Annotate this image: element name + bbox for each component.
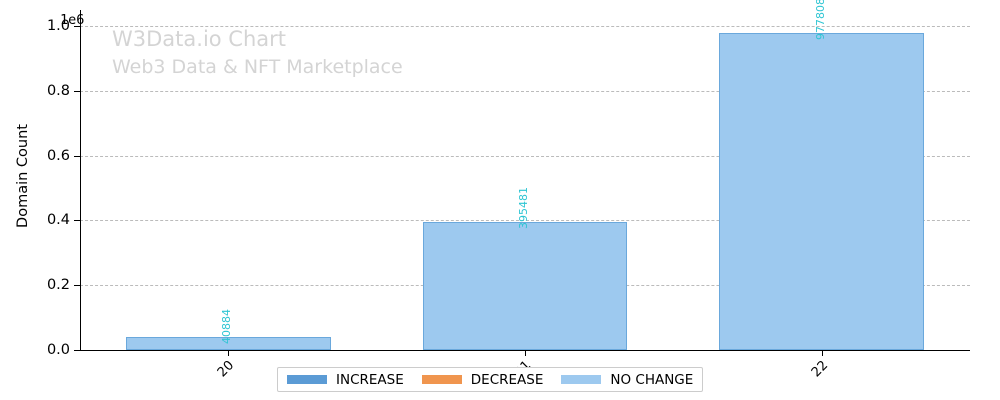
legend-swatch — [287, 375, 327, 384]
bar[interactable] — [125, 336, 331, 350]
y-tick-label: 0.8 — [46, 82, 70, 99]
legend-label: NO CHANGE — [610, 371, 694, 388]
legend-swatch — [561, 375, 602, 384]
y-tick-label: 0.2 — [46, 277, 70, 294]
y-tick-mark — [74, 26, 80, 28]
plot-area — [80, 10, 970, 350]
y-tick-mark — [74, 220, 80, 222]
bar-value-label: 40884 — [220, 308, 234, 344]
bar-value-label: 977808 — [813, 0, 827, 41]
legend-entry[interactable]: DECREASE — [421, 371, 544, 388]
y-axis-ticks: 0.0 0.2 0.4 0.6 0.8 1.0 — [0, 0, 70, 400]
y-tick-label: 0.4 — [46, 212, 70, 229]
legend-entry[interactable]: NO CHANGE — [561, 372, 693, 388]
gridline — [80, 26, 970, 28]
y-tick-mark — [74, 285, 80, 287]
y-tick-label: 1.0 — [46, 18, 70, 35]
x-tick-label: 20 — [215, 358, 238, 381]
legend-label: INCREASE — [336, 371, 404, 388]
y-tick-mark — [74, 90, 80, 92]
y-tick-label: 0.0 — [46, 342, 70, 358]
legend-entry[interactable]: INCREASE — [287, 372, 404, 388]
gridline — [80, 155, 970, 157]
y-axis-spine — [80, 10, 81, 351]
y-axis-offset-label: 1e6 — [60, 12, 85, 28]
y-tick-label: 0.6 — [46, 147, 70, 164]
chart-legend[interactable]: INCREASE DECREASE NO CHANGE — [277, 367, 704, 392]
bar-value-label: 395481 — [517, 186, 530, 229]
x-tick-mark — [525, 350, 526, 356]
x-tick-label: 22 — [808, 358, 831, 381]
x-tick-mark — [821, 350, 823, 356]
gridline — [80, 90, 970, 92]
legend-swatch — [421, 375, 462, 384]
x-tick-mark — [228, 350, 230, 356]
gridline — [80, 220, 970, 222]
y-tick-mark — [74, 155, 80, 157]
bar[interactable] — [719, 33, 924, 350]
bar[interactable] — [422, 221, 628, 350]
legend-label: DECREASE — [470, 371, 544, 388]
y-tick-mark — [74, 350, 80, 351]
